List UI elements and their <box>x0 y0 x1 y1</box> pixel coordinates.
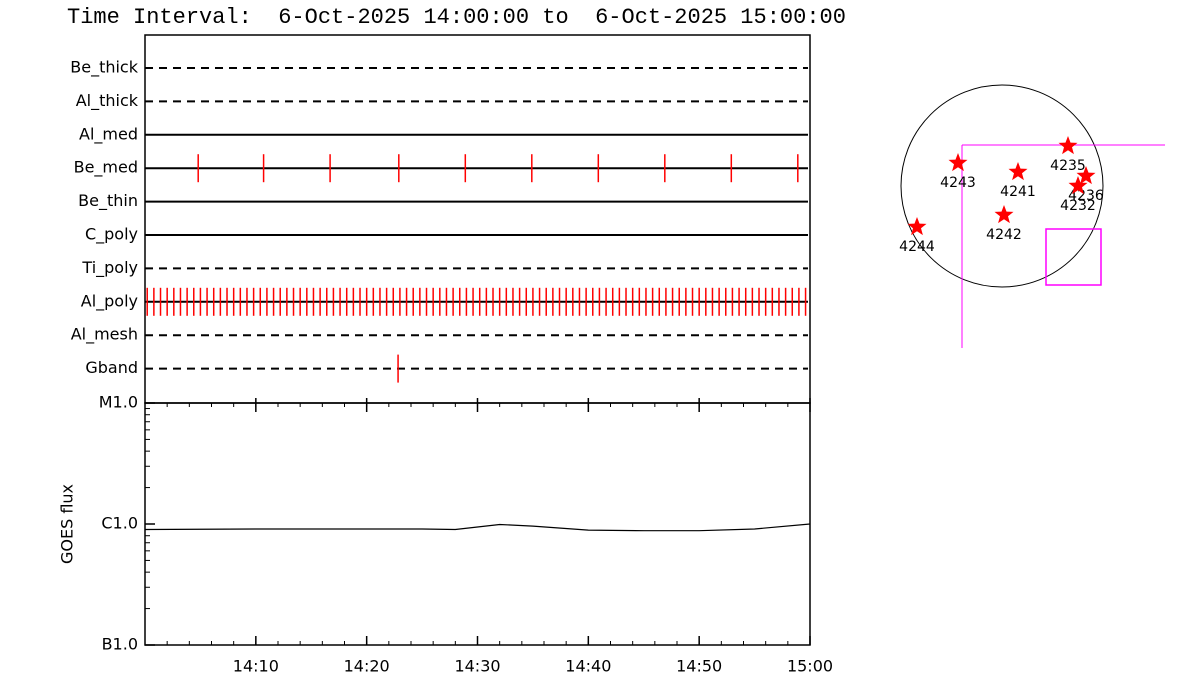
region-label: 4241 <box>1000 184 1036 200</box>
region-star <box>1008 162 1028 181</box>
y-tick-label: M1.0 <box>99 393 138 412</box>
x-tick-label: 14:20 <box>344 657 390 676</box>
y-tick-label: B1.0 <box>102 635 138 654</box>
fov-box <box>1045 228 1102 286</box>
row-label: Ti_poly <box>81 258 138 278</box>
chart-title: Time Interval: 6-Oct-2025 14:00:00 to 6-… <box>67 5 846 30</box>
row-label: Be_thick <box>70 58 138 78</box>
row-label: Al_poly <box>81 291 138 311</box>
row-label: Al_thick <box>76 91 139 111</box>
row-label: Gband <box>85 358 138 377</box>
row-label: Be_med <box>74 158 138 178</box>
goes-frame <box>144 402 811 646</box>
region-star <box>907 217 927 236</box>
region-label: 4242 <box>986 227 1022 243</box>
x-tick-label: 15:00 <box>787 657 833 676</box>
row-label: Al_med <box>79 124 138 144</box>
region-label: 4232 <box>1060 198 1096 214</box>
y-tick-label: C1.0 <box>101 514 138 533</box>
region-label: 4235 <box>1050 158 1086 174</box>
goes-line <box>144 523 811 532</box>
region-star <box>1068 176 1088 195</box>
row-label: Be_thin <box>78 191 138 211</box>
region-star <box>1058 136 1078 155</box>
x-tick-label: 14:40 <box>565 657 611 676</box>
region-star <box>948 153 968 172</box>
y-axis-label: GOES flux <box>58 484 77 564</box>
x-tick-label: 14:50 <box>676 657 722 676</box>
region-label: 4244 <box>899 239 935 255</box>
timeline-frame <box>144 34 811 404</box>
row-label: C_poly <box>85 225 138 245</box>
row-label: Al_mesh <box>71 325 138 345</box>
x-tick-label: 14:30 <box>454 657 500 676</box>
region-star <box>1076 166 1096 185</box>
sun-disk <box>900 84 1104 288</box>
region-star <box>994 205 1014 224</box>
region-label: 4243 <box>940 175 976 191</box>
x-tick-label: 14:10 <box>233 657 279 676</box>
region-label: 4236 <box>1068 188 1104 204</box>
